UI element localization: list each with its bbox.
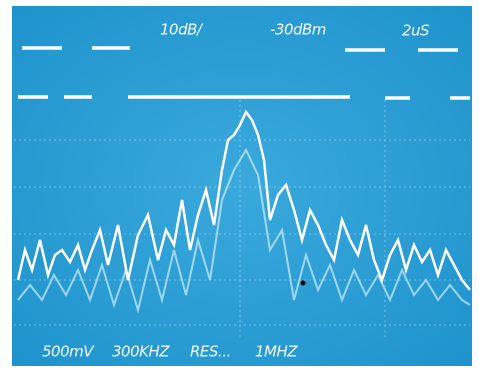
spectrum-trace-2 — [17, 147, 471, 314]
screen — [12, 6, 472, 366]
resolution-label: RES... — [190, 343, 231, 361]
span-label: 1MHZ — [255, 343, 298, 361]
marker-lines — [18, 46, 470, 100]
sweep-time-label: 2uS — [402, 22, 430, 40]
bandwidth-label: 300KHZ — [112, 343, 170, 361]
voltage-label: 500mV — [42, 343, 95, 361]
graticule — [14, 100, 470, 340]
spectrum-trace — [16, 109, 471, 291]
reference-level-label: -30dBm — [270, 21, 326, 39]
scale-label: 10dB/ — [160, 21, 204, 39]
dust-spot — [300, 280, 306, 286]
